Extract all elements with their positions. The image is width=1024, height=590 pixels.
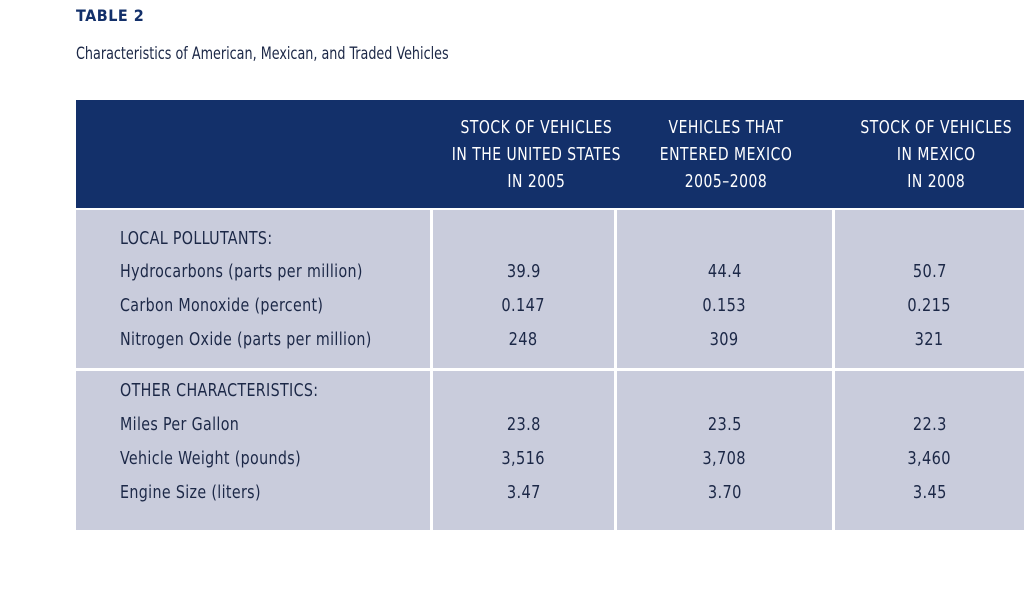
section-heading: OTHER CHARACTERISTICS:	[120, 380, 319, 401]
table-cell: 309	[710, 329, 739, 350]
table-cell: 3,516	[501, 448, 546, 469]
table-cell: 23.5	[707, 414, 742, 435]
table-number: TABLE 2	[76, 6, 145, 25]
table-cell: 39.9	[506, 261, 541, 282]
table-cell: 3,708	[702, 448, 747, 469]
table-cell: 3,460	[907, 448, 952, 469]
table-row: Carbon Monoxide (percent) 0.147 0.153 0.…	[76, 289, 1024, 323]
table-row: Engine Size (liters) 3.47 3.70 3.45	[76, 476, 1024, 510]
row-label: Miles Per Gallon	[120, 414, 240, 435]
table-cell: 321	[915, 329, 944, 350]
section-heading: LOCAL POLLUTANTS:	[120, 228, 273, 249]
table-row: Hydrocarbons (parts per million) 39.9 44…	[76, 255, 1024, 289]
table-cell: 3.47	[506, 482, 541, 503]
section-heading-row: LOCAL POLLUTANTS:	[76, 222, 1024, 256]
table-cell: 0.153	[702, 295, 747, 316]
table-body: LOCAL POLLUTANTS: Hydrocarbons (parts pe…	[76, 210, 1024, 530]
table-cell: 3.70	[707, 482, 742, 503]
table-cell: 22.3	[912, 414, 947, 435]
table-row: Miles Per Gallon 23.8 23.5 22.3	[76, 408, 1024, 442]
table-cell: 50.7	[912, 261, 947, 282]
column-header-entered-mexico: VEHICLES THAT ENTERED MEXICO 2005–2008	[659, 116, 793, 192]
table-cell: 0.147	[501, 295, 546, 316]
section-heading-row: OTHER CHARACTERISTICS:	[76, 374, 1024, 408]
row-label: Engine Size (liters)	[120, 482, 261, 503]
table-cell: 3.45	[912, 482, 947, 503]
row-label: Carbon Monoxide (percent)	[120, 295, 324, 316]
section-other-characteristics: OTHER CHARACTERISTICS: Miles Per Gallon …	[76, 371, 1024, 530]
table-cell: 0.215	[907, 295, 952, 316]
table-row: Vehicle Weight (pounds) 3,516 3,708 3,46…	[76, 442, 1024, 476]
row-label: Nitrogen Oxide (parts per million)	[120, 329, 372, 350]
table-cell: 23.8	[506, 414, 541, 435]
table-header: STOCK OF VEHICLES IN THE UNITED STATES I…	[76, 100, 1024, 208]
table-cell: 44.4	[707, 261, 742, 282]
data-table: STOCK OF VEHICLES IN THE UNITED STATES I…	[76, 100, 1024, 530]
row-label: Hydrocarbons (parts per million)	[120, 261, 363, 282]
table-cell: 248	[509, 329, 538, 350]
column-header-mexico-stock: STOCK OF VEHICLES IN MEXICO IN 2008	[860, 116, 1012, 192]
row-label: Vehicle Weight (pounds)	[120, 448, 301, 469]
section-local-pollutants: LOCAL POLLUTANTS: Hydrocarbons (parts pe…	[76, 210, 1024, 368]
table-row: Nitrogen Oxide (parts per million) 248 3…	[76, 323, 1024, 357]
column-header-us-stock: STOCK OF VEHICLES IN THE UNITED STATES I…	[451, 116, 621, 192]
table-subtitle: Characteristics of American, Mexican, an…	[76, 44, 449, 63]
